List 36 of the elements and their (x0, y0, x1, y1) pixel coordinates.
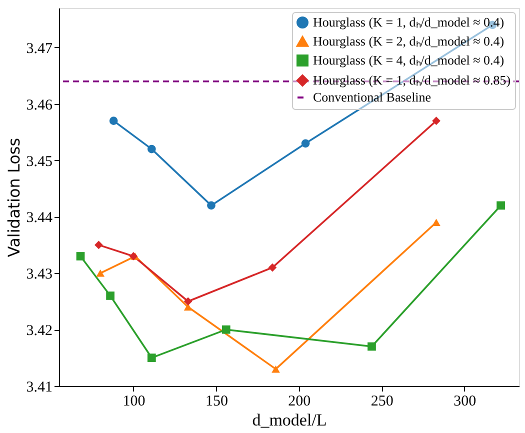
legend-label: Hourglass (K = 1, dₕ/d_model ≈ 0.85) (313, 72, 511, 88)
y-tick-label: 3.43 (26, 266, 52, 283)
point (432, 218, 440, 226)
x-tick-label: 200 (288, 394, 311, 410)
y-tick-label: 3.42 (26, 323, 52, 340)
y-tick-label: 3.47 (26, 40, 53, 57)
point (109, 116, 118, 126)
point (301, 139, 310, 148)
point (106, 292, 114, 300)
x-axis-title: d_model/L (252, 410, 327, 430)
y-tick-label: 3.41 (26, 380, 52, 396)
legend-label: Hourglass (K = 2, dₕ/d_model ≈ 0.4) (313, 34, 504, 48)
legend-label: Conventional Baseline (313, 90, 432, 104)
y-tick-label: 3.46 (26, 97, 53, 114)
point (272, 365, 280, 373)
x-tick-label: 150 (205, 394, 228, 410)
point (207, 201, 216, 210)
point (76, 252, 85, 260)
y-tick-label: 3.45 (26, 154, 52, 170)
x-tick-label: 100 (122, 394, 146, 410)
point (368, 342, 376, 351)
y-tick-label: 3.44 (26, 210, 53, 226)
point (268, 263, 277, 272)
point (222, 325, 230, 334)
point (496, 201, 505, 210)
point (432, 116, 440, 126)
x-tick-label: 300 (454, 394, 476, 410)
point (184, 297, 192, 306)
y-axis-title: Validation Loss (4, 138, 24, 258)
point (147, 144, 156, 154)
x-tick-label: 250 (370, 394, 394, 410)
legend-label: Hourglass (K = 1, dₕ/d_model ≈ 0.4) (313, 14, 504, 30)
point (96, 270, 105, 277)
point (94, 240, 103, 250)
legend-label: Hourglass (K = 4, dₕ/d_model ≈ 0.4) (313, 52, 504, 68)
point (147, 354, 156, 362)
